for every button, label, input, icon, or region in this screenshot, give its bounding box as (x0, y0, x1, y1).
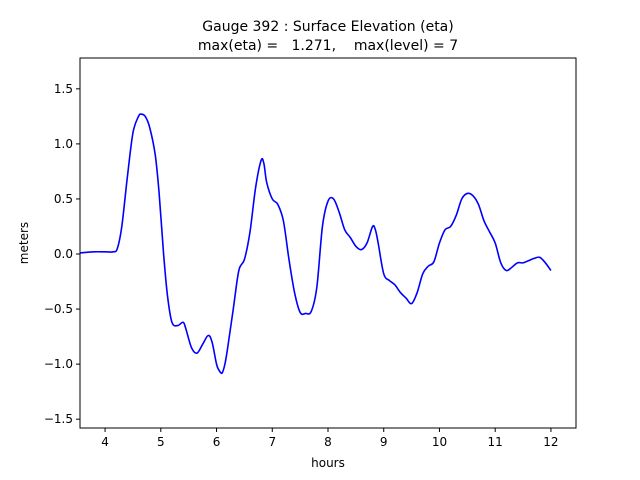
y-tick-label: −1.0 (44, 357, 73, 371)
plot-frame (79, 57, 577, 429)
y-tick-label: −0.5 (44, 302, 73, 316)
x-tick-label: 11 (488, 435, 503, 449)
y-tick-label: 1.5 (54, 82, 73, 96)
x-tick-label: 7 (268, 435, 276, 449)
x-tick-label: 4 (101, 435, 109, 449)
ticks-layer: 4 5 6 7 8 9 10 11 12 −1.5 −1.0 −0.5 0.0 0.5 1.0 1.5 (44, 82, 559, 449)
series-line (79, 113, 552, 375)
data-layer (79, 113, 552, 375)
y-tick-label: 0.0 (54, 247, 73, 261)
x-tick-label: 10 (432, 435, 447, 449)
chart-title-line1: Gauge 392 : Surface Elevation (eta) (202, 19, 453, 35)
y-axis-label: meters (17, 222, 31, 264)
x-tick-label: 5 (157, 435, 165, 449)
x-tick-label: 12 (543, 435, 558, 449)
x-axis-label: hours (311, 456, 345, 470)
x-tick-label: 6 (213, 435, 221, 449)
chart-title-line2: max(eta) = 1.271, max(level) = 7 (198, 38, 458, 54)
plot-area (80, 58, 576, 428)
y-tick-label: −1.5 (44, 412, 73, 426)
y-tick-label: 0.5 (54, 192, 73, 206)
y-tick-label: 1.0 (54, 137, 73, 151)
x-tick-label: 8 (324, 435, 332, 449)
x-tick-label: 9 (380, 435, 388, 449)
